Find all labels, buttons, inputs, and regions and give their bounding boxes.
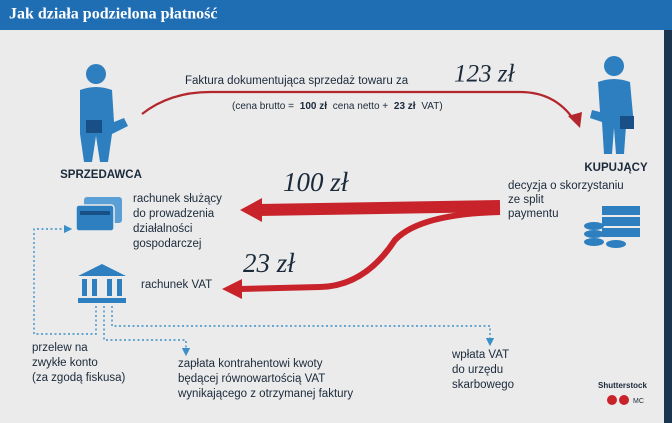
decision-line: paymentu [508, 208, 559, 220]
vat-amount: 23 zł [243, 248, 296, 278]
net-amount: 100 zł [283, 167, 350, 197]
account-line: działalności [133, 223, 192, 235]
outflow-line: wpłata VAT [451, 349, 509, 361]
credit-source: Shutterstock [598, 381, 647, 390]
outflow-line: wynikającego z otrzymanej faktury [177, 388, 353, 400]
logo [607, 395, 617, 405]
decision-line: decyzja o skorzystaniu [508, 180, 624, 192]
note-part: VAT) [421, 101, 442, 112]
outflow-line: skarbowego [452, 379, 514, 391]
net-arrow [258, 206, 500, 210]
account-line: rachunek służący [133, 193, 222, 205]
edge [664, 30, 672, 423]
account-line: do prowadzenia [133, 208, 215, 220]
outflow-line: przelew na [32, 342, 88, 354]
infographic: Jak działa podzielona płatność SPRZEDAWC… [0, 0, 672, 423]
outflow-line: (za zgodą fiskusa) [32, 372, 125, 384]
note-part: 23 zł [394, 101, 416, 112]
buyer-label: KUPUJĄCY [584, 162, 648, 174]
logo [619, 395, 629, 405]
note-part: 100 zł [300, 101, 327, 112]
note-part: (cena brutto = [232, 101, 294, 112]
note-part: cena netto + [333, 101, 388, 112]
outflow-line: zapłata kontrahentowi kwoty [178, 358, 323, 370]
decision-line: ze split [508, 194, 545, 206]
credit-author: MC [633, 398, 644, 405]
outflow-line: będącej równowartością VAT [178, 373, 325, 385]
seller-label: SPRZEDAWCA [60, 169, 142, 181]
outflow-line: do urzędu [452, 364, 503, 376]
outflow-line: zwykłe konto [32, 357, 98, 369]
invoice-note: (cena brutto = 100 zł cena netto + 23 zł… [232, 101, 443, 112]
invoice-amount: 123 zł [454, 61, 515, 88]
title: Jak działa podzielona płatność [9, 6, 217, 23]
account-line: gospodarczej [133, 238, 201, 250]
invoice-text: Faktura dokumentująca sprzedaż towaru za [185, 75, 409, 87]
vat-account: rachunek VAT [141, 279, 212, 291]
